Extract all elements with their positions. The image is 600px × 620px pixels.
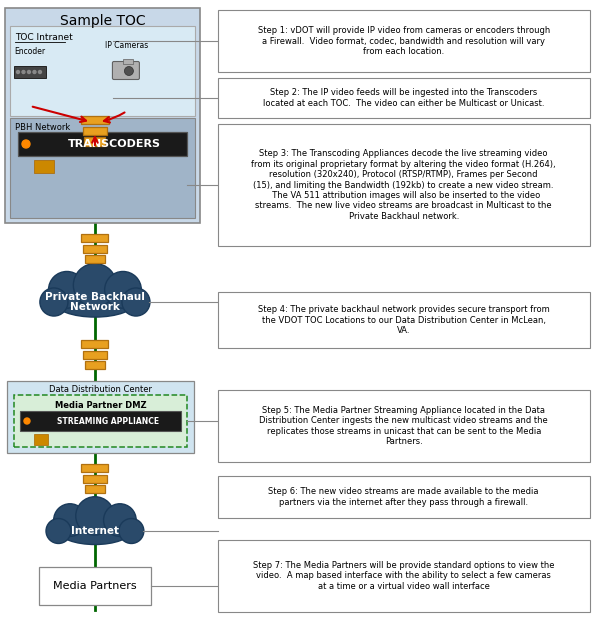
Text: Step 1: vDOT will provide IP video from cameras or encoders through
a Firewall. : Step 1: vDOT will provide IP video from …: [257, 26, 550, 56]
FancyBboxPatch shape: [85, 361, 105, 369]
Text: Encoder: Encoder: [14, 48, 46, 56]
Text: Internet: Internet: [71, 526, 119, 536]
Text: TRANSCODERS: TRANSCODERS: [68, 139, 161, 149]
FancyBboxPatch shape: [83, 126, 107, 135]
Text: PBH Network: PBH Network: [15, 123, 70, 133]
FancyBboxPatch shape: [82, 340, 109, 348]
FancyBboxPatch shape: [34, 435, 48, 445]
FancyBboxPatch shape: [218, 10, 590, 72]
Circle shape: [76, 497, 114, 535]
Circle shape: [24, 418, 30, 424]
FancyBboxPatch shape: [218, 124, 590, 246]
Text: Sample TOC: Sample TOC: [59, 14, 145, 28]
Text: Step 3: The Transcoding Appliances decode the live streaming video
from its orig: Step 3: The Transcoding Appliances decod…: [251, 149, 556, 221]
Circle shape: [53, 504, 86, 536]
FancyBboxPatch shape: [20, 411, 181, 431]
FancyBboxPatch shape: [7, 381, 194, 453]
Circle shape: [33, 71, 36, 74]
FancyBboxPatch shape: [18, 132, 187, 156]
FancyBboxPatch shape: [85, 255, 105, 263]
Ellipse shape: [55, 287, 136, 317]
Text: TOC Intranet: TOC Intranet: [15, 32, 73, 42]
FancyBboxPatch shape: [14, 395, 187, 447]
Text: Private Backhaul: Private Backhaul: [45, 292, 145, 302]
FancyBboxPatch shape: [82, 234, 109, 242]
Text: Network: Network: [70, 302, 120, 312]
FancyBboxPatch shape: [218, 78, 590, 118]
FancyBboxPatch shape: [80, 115, 109, 124]
FancyBboxPatch shape: [83, 244, 107, 253]
Circle shape: [49, 272, 85, 308]
Circle shape: [16, 71, 19, 74]
Circle shape: [46, 518, 71, 544]
FancyBboxPatch shape: [34, 159, 54, 173]
Circle shape: [22, 140, 30, 148]
Text: Data Distribution Center: Data Distribution Center: [49, 386, 152, 394]
FancyBboxPatch shape: [218, 540, 590, 612]
FancyBboxPatch shape: [14, 66, 46, 78]
Text: Step 7: The Media Partners will be provide standard options to view the
video.  : Step 7: The Media Partners will be provi…: [253, 561, 554, 591]
Text: Media Partners: Media Partners: [53, 581, 137, 591]
Circle shape: [124, 66, 133, 76]
Circle shape: [22, 71, 25, 74]
FancyBboxPatch shape: [39, 567, 151, 605]
Text: Step 2: The IP video feeds will be ingested into the Transcoders
located at each: Step 2: The IP video feeds will be inges…: [263, 88, 544, 108]
FancyBboxPatch shape: [218, 292, 590, 348]
FancyBboxPatch shape: [112, 61, 139, 79]
Circle shape: [119, 518, 144, 544]
Text: IP Cameras: IP Cameras: [105, 42, 149, 50]
Ellipse shape: [59, 518, 131, 544]
FancyBboxPatch shape: [85, 485, 105, 493]
FancyBboxPatch shape: [83, 474, 107, 482]
Circle shape: [122, 288, 150, 316]
Circle shape: [28, 71, 31, 74]
FancyBboxPatch shape: [10, 26, 195, 116]
Text: STREAMING APPLIANCE: STREAMING APPLIANCE: [58, 417, 160, 425]
Text: Media Partner DMZ: Media Partner DMZ: [55, 401, 146, 409]
FancyBboxPatch shape: [5, 8, 200, 223]
Circle shape: [73, 264, 116, 307]
FancyBboxPatch shape: [85, 138, 106, 146]
Circle shape: [38, 71, 41, 74]
Circle shape: [104, 272, 142, 308]
Circle shape: [40, 288, 68, 316]
FancyBboxPatch shape: [123, 59, 133, 64]
FancyBboxPatch shape: [218, 390, 590, 462]
Text: Step 6: The new video streams are made available to the media
partners via the i: Step 6: The new video streams are made a…: [268, 487, 539, 507]
FancyBboxPatch shape: [218, 476, 590, 518]
Text: Step 4: The private backhaul network provides secure transport from
the VDOT TOC: Step 4: The private backhaul network pro…: [258, 305, 550, 335]
FancyBboxPatch shape: [82, 464, 109, 472]
Circle shape: [104, 504, 136, 536]
FancyBboxPatch shape: [10, 118, 195, 218]
FancyBboxPatch shape: [83, 350, 107, 358]
Text: Step 5: The Media Partner Streaming Appliance located in the Data
Distribution C: Step 5: The Media Partner Streaming Appl…: [259, 406, 548, 446]
